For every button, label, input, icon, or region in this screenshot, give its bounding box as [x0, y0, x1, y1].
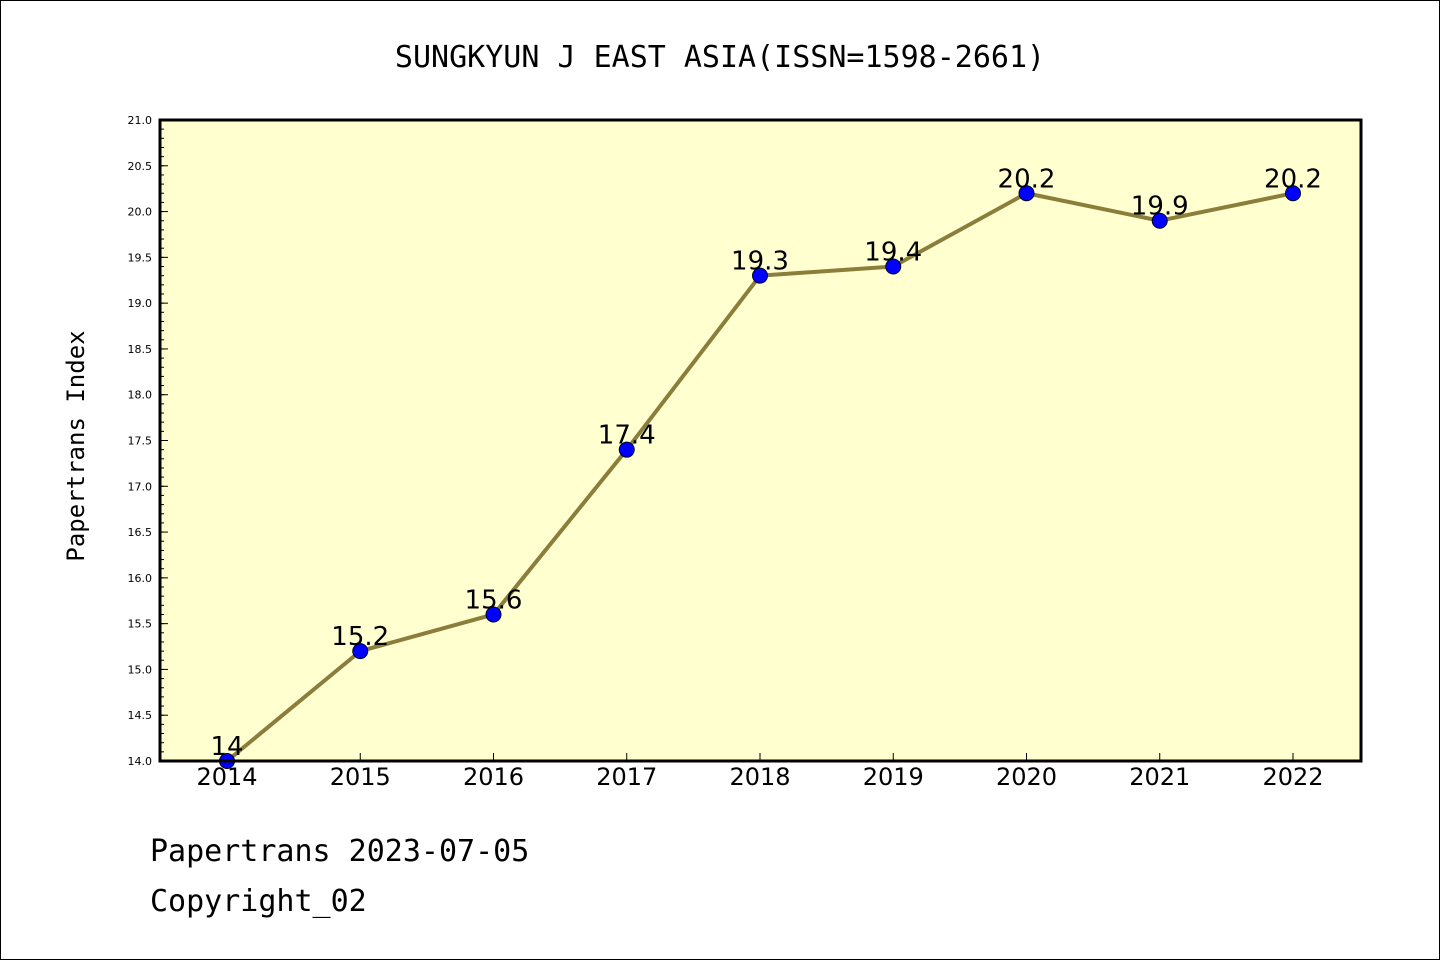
y-tick-label: 21.0: [128, 114, 153, 127]
data-label: 17.4: [598, 421, 656, 451]
y-tick-label: 15.5: [128, 618, 153, 631]
x-tick-label: 2018: [729, 763, 790, 791]
data-point: [1018, 185, 1035, 202]
data-label: 15.6: [465, 585, 523, 615]
y-tick-label: 20.5: [128, 160, 153, 173]
data-label: 20.2: [998, 164, 1056, 194]
data-point: [485, 606, 502, 623]
y-tick-label: 15.0: [128, 663, 153, 676]
data-label: 19.3: [731, 247, 789, 277]
y-tick-label: 14.0: [128, 755, 153, 768]
x-tick-label: 2015: [330, 763, 391, 791]
x-tick-label: 2016: [463, 763, 524, 791]
y-tick-label: 18.5: [128, 343, 153, 356]
y-axis-label: Papertrans Index: [62, 330, 90, 561]
chart-title: SUNGKYUN J EAST ASIA(ISSN=1598-2661): [395, 40, 1045, 75]
x-tick-label: 2020: [996, 763, 1057, 791]
data-point: [1285, 185, 1301, 202]
y-tick-label: 17.5: [128, 435, 153, 448]
y-tick-label: 16.5: [128, 526, 153, 539]
y-tick-label: 14.5: [128, 709, 153, 722]
x-tick-label: 2021: [1129, 763, 1190, 791]
data-point: [1151, 212, 1168, 229]
data-point: [618, 441, 635, 458]
data-point: [885, 258, 902, 275]
y-tick-label: 20.0: [128, 206, 153, 219]
data-labels-group: 14 15.2 15.6 17.4 19.3 19.4 20.2 19.9 20.2: [210, 164, 1321, 762]
data-point: [352, 643, 369, 660]
y-axis: 14.0 14.5 15.0 15.5 16.0 16.5 17.0 17.5 18.0 18.5…: [128, 114, 168, 768]
x-tick-label: 2022: [1262, 763, 1323, 791]
y-tick-label: 18.0: [128, 389, 153, 402]
footer-date: Papertrans 2023-07-05: [150, 834, 530, 869]
data-label: 19.9: [1131, 192, 1189, 222]
data-label: 14: [210, 732, 243, 762]
y-tick-label: 19.0: [128, 297, 153, 310]
y-tick-label: 17.0: [128, 480, 153, 493]
x-axis: 2014 2015 2016 2017 2018 2019 2020 2021 2022: [196, 753, 1324, 791]
data-label: 19.4: [864, 238, 922, 268]
data-label: 20.2: [1264, 164, 1322, 194]
x-tick-label: 2019: [863, 763, 924, 791]
data-label: 15.2: [331, 622, 389, 652]
data-point: [752, 267, 768, 284]
y-tick-label: 16.0: [128, 572, 153, 585]
plot-border: [158, 118, 1363, 763]
y-tick-label: 19.5: [128, 251, 153, 264]
x-tick-label: 2017: [596, 763, 657, 791]
footer-copyright: Copyright_02: [150, 884, 367, 919]
